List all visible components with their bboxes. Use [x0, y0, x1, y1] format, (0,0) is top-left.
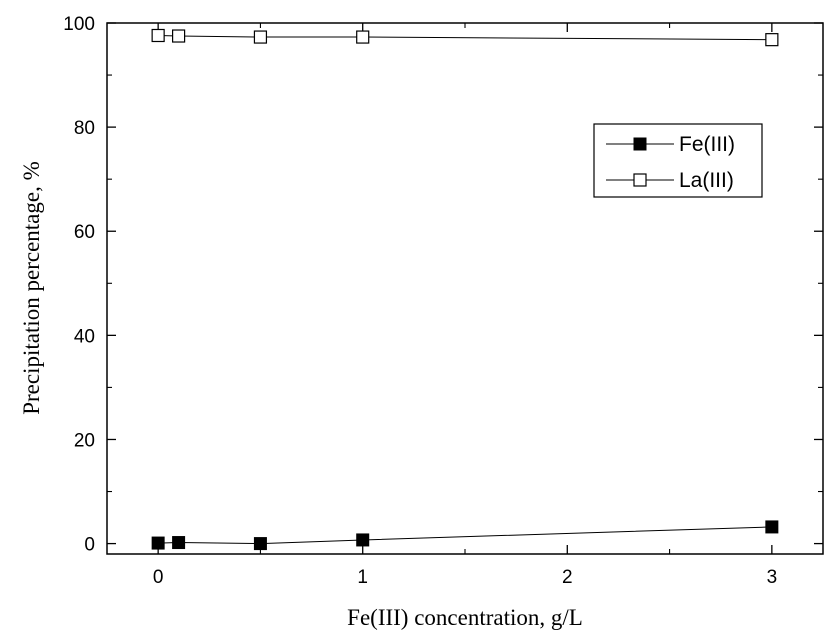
y-axis-ticks: 0 20 40 60 80 100	[63, 14, 823, 556]
series-layer	[151, 28, 779, 551]
y-tick-label: 100	[63, 14, 95, 35]
x-tick-label: 2	[562, 567, 573, 588]
legend: Fe(III) La(III)	[593, 123, 763, 198]
data-point-la-iii	[356, 30, 370, 44]
data-point-fe-iii	[172, 536, 186, 550]
series-line-la-iii	[158, 34, 772, 41]
x-tick-label: 0	[153, 567, 164, 588]
legend-marker-fe	[633, 137, 647, 151]
legend-marker-la	[633, 173, 647, 187]
y-tick-label: 20	[74, 430, 95, 451]
plot-frame	[106, 22, 824, 555]
legend-box	[593, 123, 763, 198]
y-tick-label: 80	[74, 118, 95, 139]
data-point-la-iii	[765, 33, 779, 47]
data-point-fe-iii	[765, 520, 779, 534]
data-point-fe-iii	[151, 536, 165, 550]
legend-label-fe: Fe(III)	[679, 133, 735, 156]
x-axis-title: Fe(III) concentration, g/L	[347, 605, 583, 630]
y-tick-label: 40	[74, 326, 95, 347]
y-tick-label: 60	[74, 222, 95, 243]
data-point-la-iii	[172, 29, 186, 43]
x-tick-label: 3	[767, 567, 778, 588]
legend-label-la: La(III)	[679, 169, 734, 192]
series-line-fe-iii	[158, 526, 772, 545]
data-point-la-iii	[151, 28, 165, 43]
y-tick-label: 0	[84, 535, 95, 556]
y-axis-title: Precipitation percentage, %	[19, 161, 44, 415]
x-axis-ticks: 0 1 2 3	[153, 23, 777, 588]
x-tick-label: 1	[357, 567, 368, 588]
data-point-fe-iii	[253, 537, 267, 551]
data-point-fe-iii	[356, 533, 370, 547]
data-point-la-iii	[253, 30, 268, 44]
